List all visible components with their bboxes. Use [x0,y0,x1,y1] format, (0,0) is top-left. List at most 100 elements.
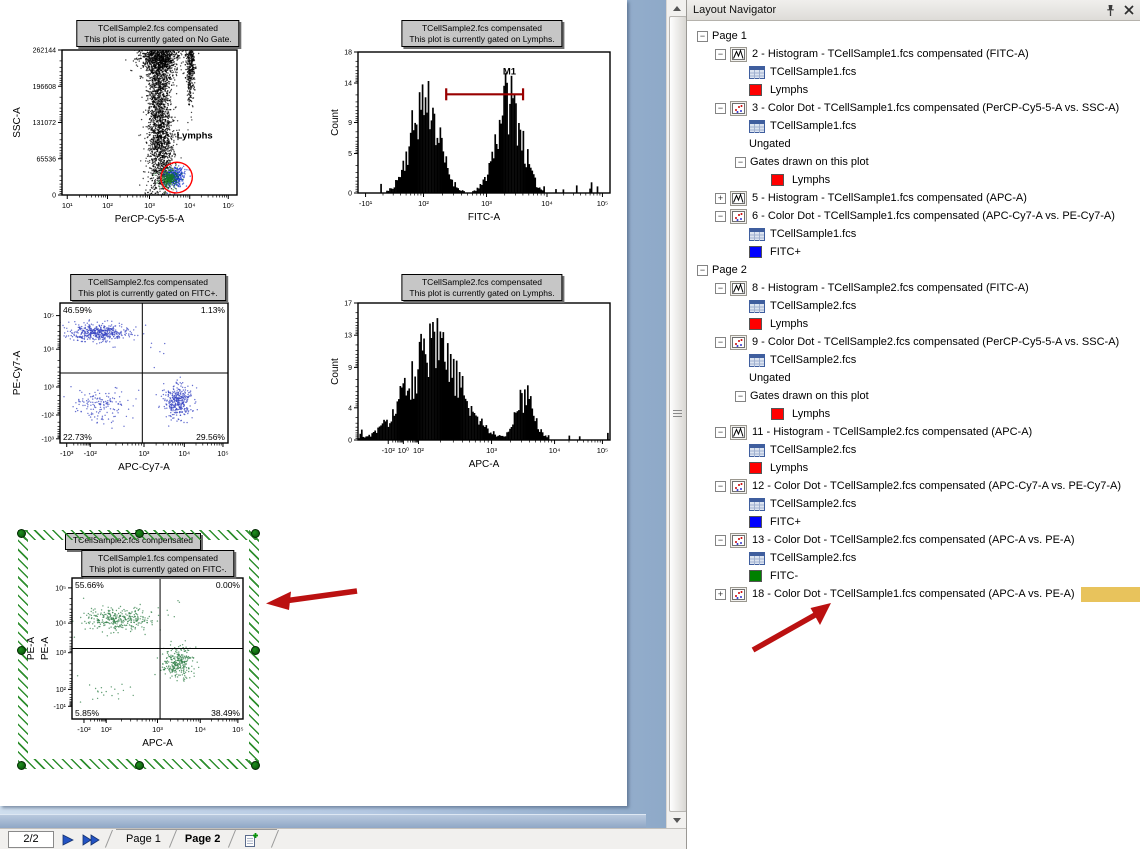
selected-quad-plot-apc-pe[interactable]: 55.66% 0.00% 5.85% 38.49% -10² 10² 10³ 10⁴ 10⁵ 10… [17,529,260,770]
selection-handle[interactable] [251,645,260,655]
next-page-arrow-icon[interactable] [61,833,75,847]
collapse-icon[interactable]: − [715,282,726,294]
tree-item[interactable]: TCellSample1.fcs [687,63,1140,81]
expand-icon[interactable]: + [715,192,726,204]
histogram-apc[interactable]: -10² 10⁰ 10² 10³ 10⁴ 10⁵ 17 13 9 4 0 APC-A Count TCe… [330,270,622,485]
histogram-fitc[interactable]: M1 -10¹ 10² 10³ 10⁴ 10⁵ 18 14 9 5 0 FITC-A Count TCe… [330,16,622,231]
tree-item[interactable]: Ungated [687,135,1140,153]
layout-navigator-panel: Layout Navigator − Page 1−2 - Histogram -… [686,0,1140,849]
selection-handle[interactable] [17,645,26,655]
collapse-icon[interactable]: − [715,102,726,114]
plot-title[interactable]: TCellSample2.fcs compensated This plot i… [401,274,563,301]
svg-text:10⁵: 10⁵ [597,199,608,208]
plot-title[interactable]: TCellSample1.fcs compensated This plot i… [81,550,235,577]
tab-page-2[interactable]: Page 2 [174,829,235,849]
page-indicator-field[interactable]: 2/2 [8,831,54,848]
plot-title[interactable]: TCellSample2.fcs compensated This plot i… [401,20,563,47]
tree-item[interactable]: TCellSample2.fcs [687,495,1140,513]
tree-item[interactable]: Lymphs [687,81,1140,99]
scrollbar-thumb[interactable] [669,16,687,812]
tree-item[interactable]: − 9 - Color Dot - TCellSample2.fcs compen… [687,333,1140,351]
tree-item[interactable]: − Page 2 [687,261,1140,279]
collapse-icon[interactable]: − [697,264,708,276]
tree-item[interactable]: − Gates drawn on this plot [687,153,1140,171]
selection-handle[interactable] [134,761,144,770]
svg-text:10³: 10³ [144,201,155,210]
histogram-plot-icon [730,46,747,62]
last-page-arrow-icon[interactable] [82,833,102,847]
tree-item[interactable]: TCellSample2.fcs [687,297,1140,315]
tree-item[interactable]: − 6 - Color Dot - TCellSample1.fcs compen… [687,207,1140,225]
svg-text:FITC-A: FITC-A [468,212,501,223]
tree-item[interactable]: TCellSample2.fcs [687,351,1140,369]
plot-canvas: 55.66% 0.00% 5.85% 38.49% -10² 10² 10³ 10⁴ 10⁵ 10… [18,530,259,769]
selection-handle[interactable] [251,529,260,538]
plot-title[interactable]: TCellSample2.fcs compensated This plot i… [76,20,240,47]
selection-handle[interactable] [17,761,26,770]
plot-canvas: 46.59% 1.13% 22.73% 29.56% -10³ -10² 10³ 10⁴ 10⁵… [8,270,308,485]
dot-plot-percp-ssc[interactable]: Lymphs 10¹ 10² 10³ 10⁴ 10⁵ 262144 196608 131072 6… [8,16,308,231]
gate-color-swatch [749,318,762,330]
tree-item[interactable]: − 3 - Color Dot - TCellSample1.fcs compen… [687,99,1140,117]
plot-canvas: Lymphs 10¹ 10² 10³ 10⁴ 10⁵ 262144 196608 131072 6… [8,16,308,231]
pin-icon[interactable] [1105,4,1116,17]
page-tabs: Page 1 Page 2 [116,829,278,849]
svg-text:10²: 10² [418,199,429,208]
scroll-down-button[interactable] [668,812,686,828]
tree-item[interactable]: TCellSample2.fcs [687,441,1140,459]
quad-plot-apccy7-pecy7[interactable]: 46.59% 1.13% 22.73% 29.56% -10³ -10² 10³ 10⁴ 10⁵… [8,270,308,485]
tree-item[interactable]: − 13 - Color Dot - TCellSample2.fcs compe… [687,531,1140,549]
vertical-scrollbar[interactable] [666,0,687,828]
collapse-icon[interactable]: − [715,426,726,438]
tree-item[interactable]: TCellSample1.fcs [687,117,1140,135]
color-dot-plot-icon [730,100,747,116]
tree-item[interactable]: +5 - Histogram - TCellSample1.fcs compen… [687,189,1140,207]
tree-item[interactable]: Lymphs [687,405,1140,423]
tree-item[interactable]: Lymphs [687,459,1140,477]
tree-item-label: 12 - Color Dot - TCellSample2.fcs compen… [752,480,1122,492]
color-dot-plot-icon [730,208,747,224]
tree-item[interactable]: − 8 - Histogram - TCellSample2.fcs compen… [687,279,1140,297]
collapse-icon[interactable]: − [715,534,726,546]
close-icon[interactable] [1124,5,1134,15]
collapse-icon[interactable]: − [735,390,746,402]
tree-item[interactable]: Lymphs [687,171,1140,189]
collapse-icon[interactable]: − [715,336,726,348]
collapse-icon[interactable]: − [697,30,708,42]
tree-item[interactable]: FITC+ [687,513,1140,531]
tree-item[interactable]: TCellSample1.fcs [687,225,1140,243]
expand-icon[interactable]: + [715,588,726,600]
selection-handle[interactable] [17,529,26,538]
tree-item[interactable]: +18 - Color Dot - TCellSample1.fcs compe… [687,585,1140,603]
tree-item[interactable]: − 11 - Histogram - TCellSample2.fcs compe… [687,423,1140,441]
tab-page-1[interactable]: Page 1 [116,829,175,849]
selection-handle[interactable] [251,761,260,770]
svg-text:14: 14 [344,81,352,88]
tree-item-label: 2 - Histogram - TCellSample1.fcs compens… [752,48,1029,60]
annotation-arrow-right-icon [743,598,839,658]
tree-item[interactable]: − Page 1 [687,27,1140,45]
worksheet-area: Lymphs 10¹ 10² 10³ 10⁴ 10⁵ 262144 196608 131072 6… [0,0,666,828]
svg-text:SSC-A: SSC-A [12,107,23,138]
tree-item[interactable]: FITC- [687,567,1140,585]
svg-text:18: 18 [344,50,352,57]
collapse-icon[interactable]: − [715,48,726,60]
collapse-icon[interactable]: − [735,156,746,168]
tree-item-label: Ungated [749,372,791,384]
tree-item[interactable]: FITC+ [687,243,1140,261]
worksheet-page: Lymphs 10¹ 10² 10³ 10⁴ 10⁵ 262144 196608 131072 6… [8,16,622,770]
collapse-icon[interactable]: − [715,210,726,222]
tree-item[interactable]: − 12 - Color Dot - TCellSample2.fcs compe… [687,477,1140,495]
tree-item[interactable]: TCellSample2.fcs [687,549,1140,567]
scroll-up-button[interactable] [668,0,686,16]
tree-item[interactable]: Lymphs [687,315,1140,333]
plot-title[interactable]: TCellSample2.fcs compensated This plot i… [70,274,226,301]
collapse-icon[interactable]: − [715,480,726,492]
tree-item[interactable]: Ungated [687,369,1140,387]
new-page-tab[interactable] [234,829,278,849]
selection-handle[interactable] [134,529,144,538]
histogram-plot-icon [730,424,747,440]
tree-item[interactable]: − Gates drawn on this plot [687,387,1140,405]
tree-item[interactable]: − 2 - Histogram - TCellSample1.fcs compen… [687,45,1140,63]
